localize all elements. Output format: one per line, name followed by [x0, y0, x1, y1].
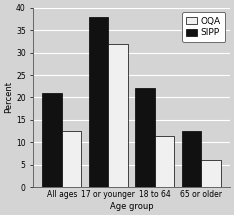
- Bar: [155, 136, 174, 187]
- X-axis label: Age group: Age group: [110, 202, 154, 211]
- Bar: [135, 89, 155, 187]
- Y-axis label: Percent: Percent: [4, 81, 13, 114]
- Legend: OQA, SIPP: OQA, SIPP: [182, 12, 225, 42]
- Bar: [89, 17, 108, 187]
- Bar: [108, 44, 128, 187]
- Bar: [42, 93, 62, 187]
- Bar: [62, 131, 81, 187]
- Bar: [182, 131, 201, 187]
- Bar: [201, 160, 221, 187]
